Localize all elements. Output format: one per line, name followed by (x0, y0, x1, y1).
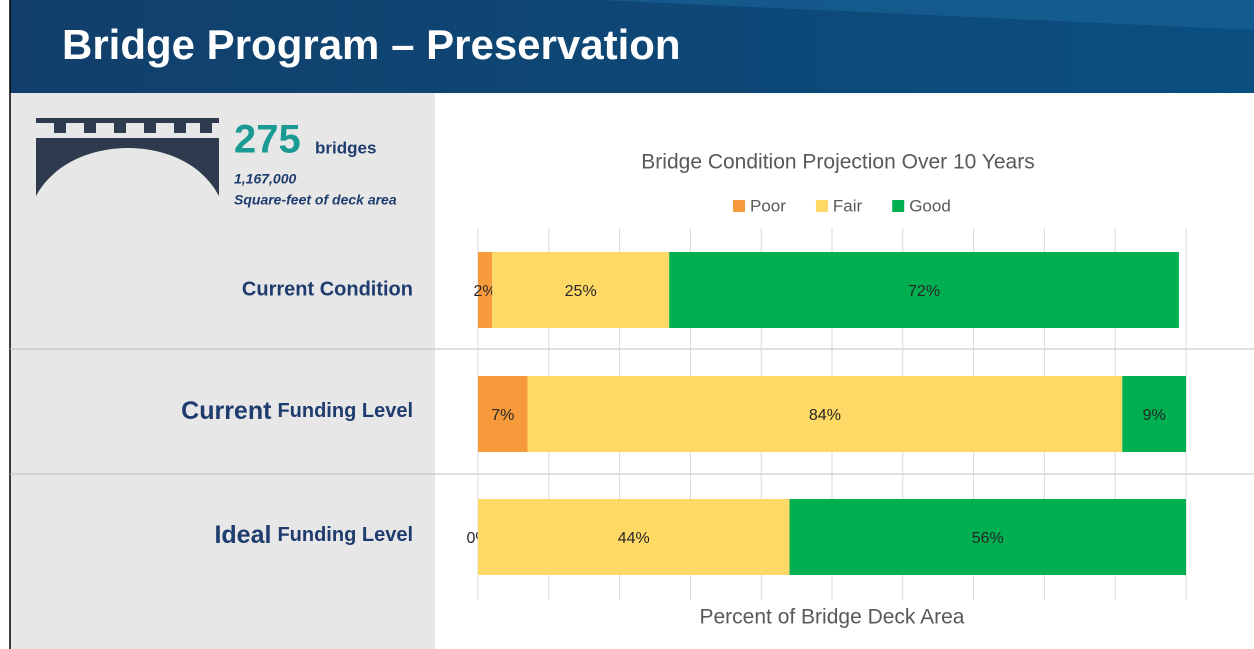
bar-segment (669, 252, 1179, 328)
row-label: Current Funding Level (181, 397, 413, 425)
bridge-count-unit: bridges (315, 138, 376, 157)
bar-segment (492, 252, 670, 328)
row-label: Funding Level (277, 400, 413, 422)
data-label: 9% (1143, 407, 1166, 424)
chart-title: Bridge Condition Projection Over 10 Year… (641, 151, 1034, 174)
data-label: 72% (908, 283, 940, 300)
row-label: Ideal Funding Level (214, 521, 413, 549)
row-label: Current Condition (242, 278, 413, 300)
bar-segment (527, 376, 1123, 452)
legend-swatch (892, 200, 905, 212)
bar-segment (789, 499, 1186, 575)
bridge-count: 275 (234, 118, 301, 162)
x-axis-label: Percent of Bridge Deck Area (700, 606, 965, 629)
data-label: 25% (565, 283, 597, 300)
row-label: Funding Level (277, 524, 413, 546)
data-label: 56% (972, 530, 1004, 547)
header-title: Bridge Program – Preservation (62, 21, 681, 68)
legend-swatch (733, 200, 745, 212)
header-accent (600, 0, 1254, 30)
bar-segment (478, 499, 790, 575)
bridge-icon (36, 118, 219, 196)
legend-label: Good (909, 196, 951, 215)
legend-swatch (815, 200, 828, 212)
bar-segment (1122, 376, 1186, 452)
data-label: 44% (618, 530, 650, 547)
legend-label: Poor (750, 196, 786, 215)
data-label: 2% (474, 283, 497, 300)
deck-area: 1,167,000 (234, 171, 296, 187)
left-panel (10, 93, 435, 649)
bar-segment (478, 376, 528, 452)
deck-area-unit: Square-feet of deck area (234, 192, 397, 208)
row-emphasis: Ideal (214, 521, 271, 549)
row-emphasis: Current (181, 397, 272, 425)
data-label: 7% (491, 407, 514, 424)
legend-label: Fair (833, 196, 863, 215)
data-label: 84% (809, 407, 841, 424)
bar-segment (478, 252, 493, 328)
